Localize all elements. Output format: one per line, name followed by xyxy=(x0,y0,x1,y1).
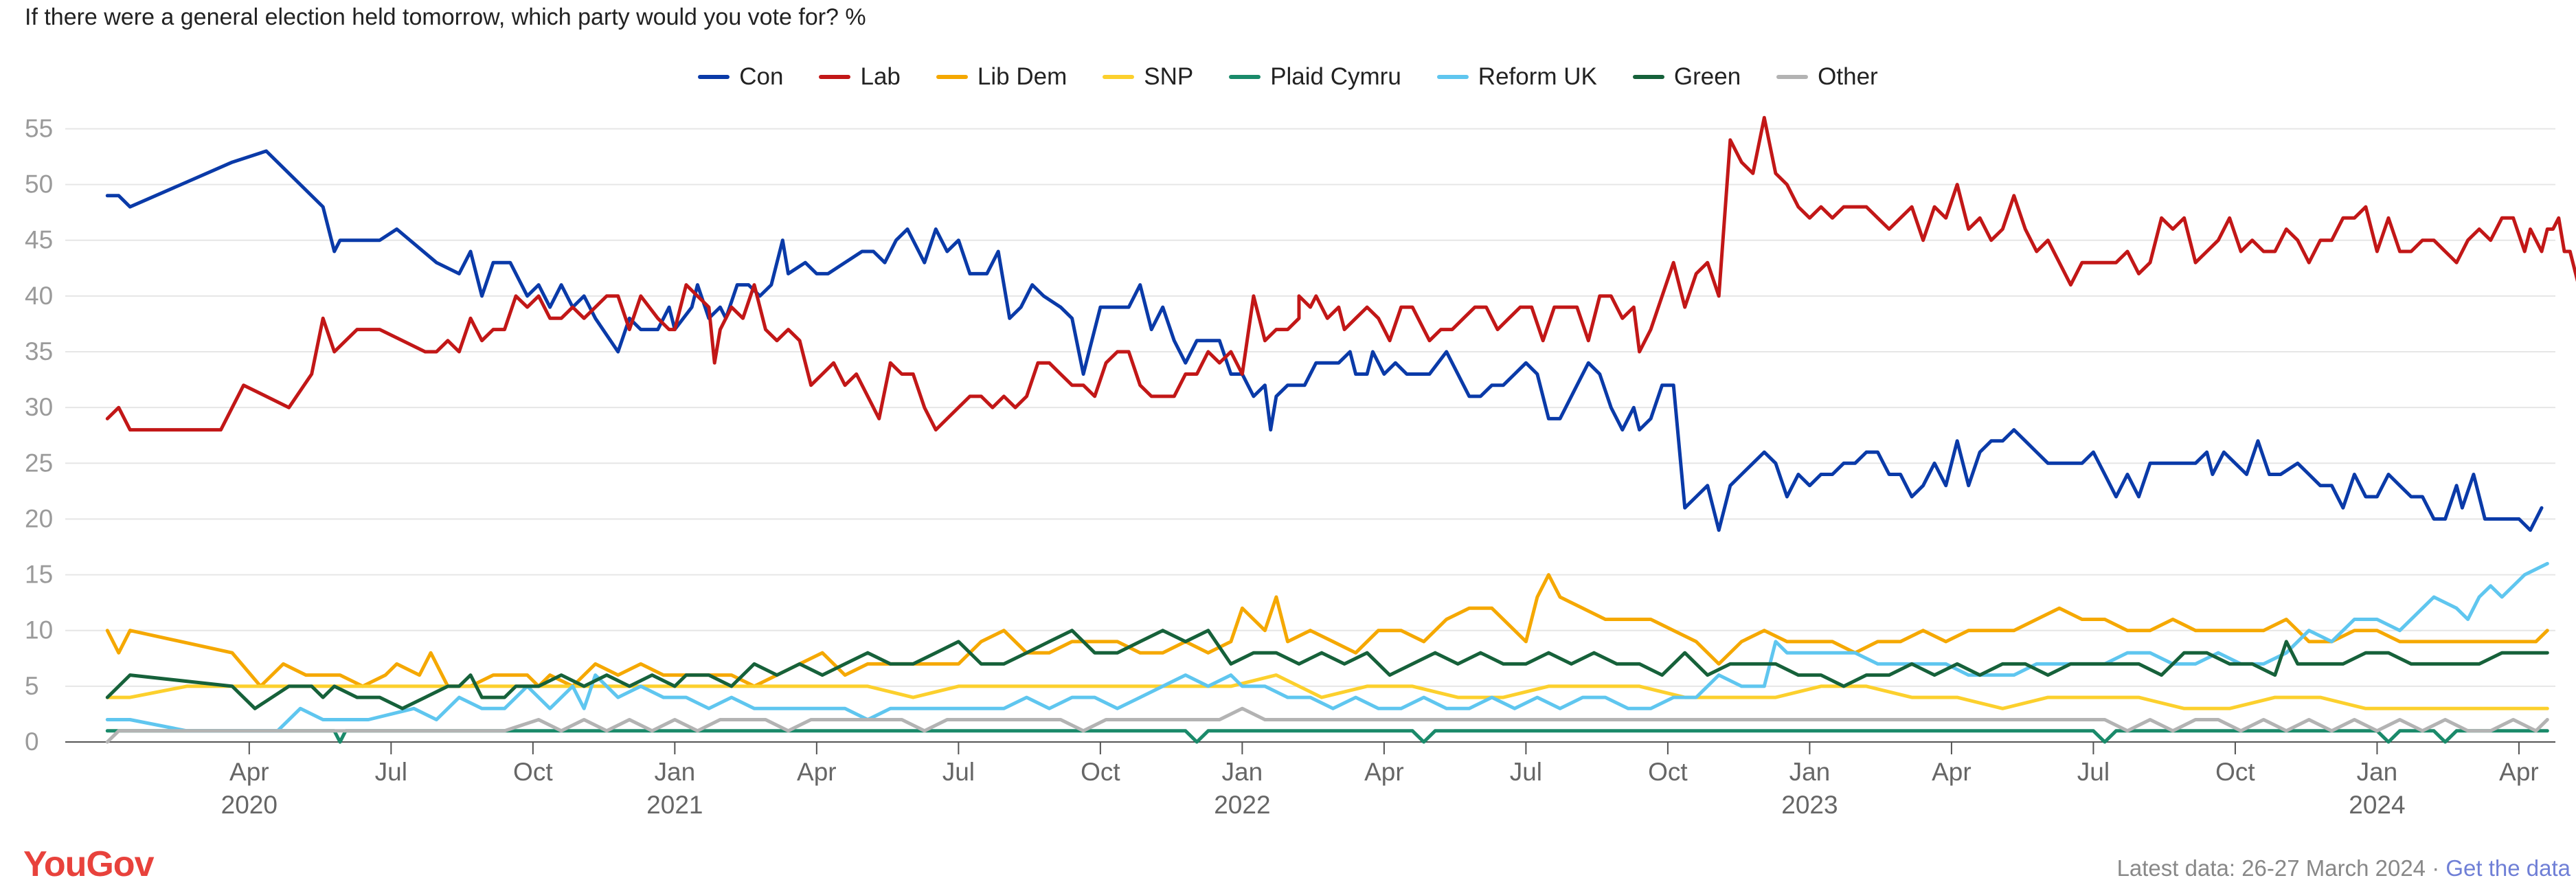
legend-label: Reform UK xyxy=(1478,63,1597,90)
x-tick-label: Jan xyxy=(655,758,696,786)
x-tick-year: 2024 xyxy=(2349,791,2405,819)
footer-separator: · xyxy=(2426,855,2446,881)
x-tick-label: Apr xyxy=(2499,758,2539,786)
yougov-logo: YouGov xyxy=(23,844,154,884)
y-axis: 0 5 10 15 20 25 30 35 40 45 50 55 xyxy=(25,114,53,756)
x-tick-label: Oct xyxy=(513,758,553,786)
legend-swatch xyxy=(1229,75,1261,79)
legend-item-lib-dem[interactable]: Lib Dem xyxy=(936,63,1067,91)
latest-data-text: Latest data: 26-27 March 2024 xyxy=(2116,855,2426,881)
y-tick-label: 55 xyxy=(25,114,53,142)
y-tick-label: 30 xyxy=(25,393,53,421)
series-line-snp xyxy=(105,673,2549,710)
y-tick-label: 25 xyxy=(25,449,53,477)
x-tick-label: Jul xyxy=(2077,758,2110,786)
chart-title: If there were a general election held to… xyxy=(25,4,866,30)
legend-swatch xyxy=(936,75,968,79)
legend-label: Con xyxy=(739,63,784,90)
legend-swatch xyxy=(1632,75,1664,79)
legend-item-con[interactable]: Con xyxy=(698,63,783,91)
y-tick-label: 15 xyxy=(25,561,53,589)
x-tick-year: 2022 xyxy=(1214,791,1270,819)
legend-label: Plaid Cymru xyxy=(1270,63,1401,90)
y-tick-label: 0 xyxy=(25,728,39,756)
x-tick-year: 2021 xyxy=(646,791,703,819)
series-line-lib-dem xyxy=(105,573,2549,688)
y-tick-label: 20 xyxy=(25,504,53,532)
y-tick-label: 50 xyxy=(25,170,53,199)
x-tick-year: 2023 xyxy=(1781,791,1838,819)
legend-swatch xyxy=(1103,75,1135,79)
legend-item-green[interactable]: Green xyxy=(1632,63,1741,91)
x-tick-year: 2020 xyxy=(221,791,278,819)
get-the-data-link[interactable]: Get the data xyxy=(2445,855,2571,881)
y-tick-label: 5 xyxy=(25,672,39,700)
legend-label: SNP xyxy=(1144,63,1194,90)
series-line-green xyxy=(105,629,2549,710)
legend-label: Other xyxy=(1818,63,1878,90)
series-line-reform-uk xyxy=(105,561,2549,733)
series-line-other xyxy=(105,706,2549,744)
legend-item-reform-uk[interactable]: Reform UK xyxy=(1436,63,1597,91)
legend-item-plaid-cymru[interactable]: Plaid Cymru xyxy=(1229,63,1401,91)
x-tick-label: Jan xyxy=(1222,758,1263,786)
legend-swatch xyxy=(1436,75,1469,79)
x-tick-label: Jul xyxy=(375,758,407,786)
y-tick-label: 35 xyxy=(25,337,53,365)
legend-label: Lab xyxy=(860,63,901,90)
legend-label: Lib Dem xyxy=(977,63,1067,90)
series-line-lab xyxy=(105,115,2576,432)
x-axis: Apr 2020 Jul Oct Jan 2021 Apr Jul Oct Jan 2022 Apr J… xyxy=(221,742,2539,819)
legend-swatch xyxy=(819,75,851,79)
x-tick-label: Oct xyxy=(2215,758,2255,786)
series-line-con xyxy=(105,149,2544,532)
legend-label: Green xyxy=(1673,63,1741,90)
legend-item-other[interactable]: Other xyxy=(1776,63,1878,91)
legend-swatch xyxy=(1776,75,1809,79)
x-tick-label: Apr xyxy=(1932,758,1971,786)
legend: Con Lab Lib Dem SNP Plaid Cymru Reform UK Gree… xyxy=(0,63,2576,91)
y-tick-label: 40 xyxy=(25,282,53,310)
x-tick-label: Oct xyxy=(1648,758,1688,786)
x-tick-label: Apr xyxy=(797,758,837,786)
series-lines xyxy=(105,115,2576,744)
x-tick-label: Jan xyxy=(1789,758,1831,786)
series-line-plaid-cymru xyxy=(105,729,2549,744)
legend-item-lab[interactable]: Lab xyxy=(819,63,901,91)
x-tick-label: Apr xyxy=(229,758,269,786)
legend-swatch xyxy=(698,75,730,79)
x-tick-label: Apr xyxy=(1364,758,1404,786)
x-tick-label: Jan xyxy=(2357,758,2398,786)
y-tick-label: 45 xyxy=(25,226,53,254)
footer: Latest data: 26-27 March 2024 · Get the … xyxy=(2117,855,2571,881)
x-tick-label: Oct xyxy=(1081,758,1120,786)
x-tick-label: Jul xyxy=(1510,758,1542,786)
y-tick-label: 10 xyxy=(25,616,53,644)
legend-item-snp[interactable]: SNP xyxy=(1103,63,1193,91)
x-tick-label: Jul xyxy=(942,758,975,786)
